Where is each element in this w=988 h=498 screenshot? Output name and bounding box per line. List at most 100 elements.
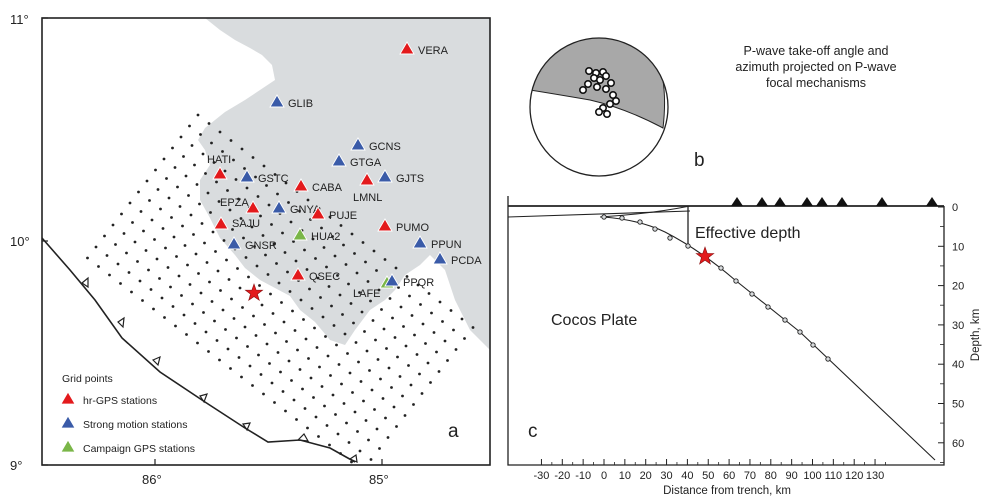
station-label-gcns: GCNS [369,141,401,153]
grid-point [259,214,262,218]
grid-point [281,390,285,393]
grid-point [255,264,259,268]
grid-point [357,360,360,364]
grid-point [463,337,466,340]
slab-node [797,329,803,335]
grid-point [303,248,306,252]
grid-point [287,359,291,363]
grid-point [353,252,356,255]
station-triangle-hua2 [292,227,308,241]
grid-point [252,314,255,318]
grid-point [429,381,432,384]
grid-point [286,270,289,274]
station-label-saju: SAJU [232,218,260,230]
grid-point [398,375,402,378]
slab-node [685,243,691,249]
grid-point [305,268,309,271]
grid-point [337,363,341,366]
grid-point [155,257,159,261]
grid-point [258,284,261,287]
grid-point [323,404,326,408]
grid-point [408,294,411,298]
grid-point [372,249,376,253]
grid-point [292,240,295,243]
grid-point [325,424,329,427]
grid-point [169,285,172,289]
grid-point [471,326,475,329]
grid-point [427,292,431,295]
grid-point [130,290,133,294]
grid-point [318,365,321,369]
grid-point [307,357,310,360]
grid-point [212,161,216,164]
station-label-pumo: PUMO [396,222,429,234]
grid-point [243,325,247,329]
grid-point [194,252,198,256]
station-triangle-ppqr [384,273,400,287]
legend-green-triangle [60,439,76,453]
station-triangle-vera [399,41,415,55]
station-label-vera: VERA [418,45,449,57]
grid-point [388,297,392,300]
grid-point [331,393,335,397]
grid-point [218,358,221,362]
surface-station-marker [756,197,768,206]
grid-point [358,291,361,294]
grid-point [172,235,176,239]
grid-point [347,441,351,444]
panel-a-map: VERA GLIB GCNS GTGA GJTS LMNL HATI GSTC CABA EPZA… [10,12,491,487]
grid-point [114,243,117,246]
grid-point [344,263,348,266]
grid-point [240,375,243,379]
grid-point [304,337,308,341]
grid-point [365,349,369,353]
grid-point [228,208,232,212]
legend-item-hr-gps: hr-GPS stations [83,395,157,407]
grid-point [185,333,188,336]
station-triangle-gnsr [226,236,242,250]
station-label-puje: PUJE [329,210,357,222]
grid-point [265,184,268,187]
grid-point [348,371,352,375]
slab-node [810,342,816,348]
grid-point [209,211,212,214]
x-axis-ticks: -30 -20 -10 0 10 20 30 40 50 60 70 80 90 100 110 120 130 [533,459,886,482]
grid-point [244,256,248,259]
takeoff-point [601,85,610,94]
x-tick-label: 60 [723,470,735,482]
grid-point [214,250,217,253]
slab-interface [603,216,936,461]
grid-point [415,353,419,356]
grid-point [399,305,403,309]
grid-point [235,336,238,340]
grid-point [407,364,410,367]
grid-point [435,350,438,354]
grid-point [183,244,187,247]
grid-point [222,239,226,242]
grid-point [328,215,332,219]
grid-point [358,449,362,453]
grid-point [283,251,287,254]
map-ticks [42,17,383,466]
grid-point [343,332,347,336]
y-tick-label: 20 [952,281,964,293]
grid-point [163,316,166,319]
grid-point [377,288,381,292]
grid-point [148,199,151,202]
grid-point [334,413,337,416]
grid-point [270,381,274,385]
surface-station-marker [836,197,848,206]
grid-point [237,197,240,201]
grid-point [199,133,202,136]
y-tick-label: 40 [952,359,964,371]
grid-point [341,313,344,316]
station-label-caba: CABA [312,182,343,194]
grid-point [371,319,375,322]
grid-point [404,344,408,348]
x-tick-label: 70 [744,470,756,482]
x-tick-label: 110 [825,470,843,482]
station-label-ppun: PPUN [431,239,462,251]
takeoff-point [611,97,620,106]
grid-point [202,311,205,314]
grid-point [152,307,155,311]
